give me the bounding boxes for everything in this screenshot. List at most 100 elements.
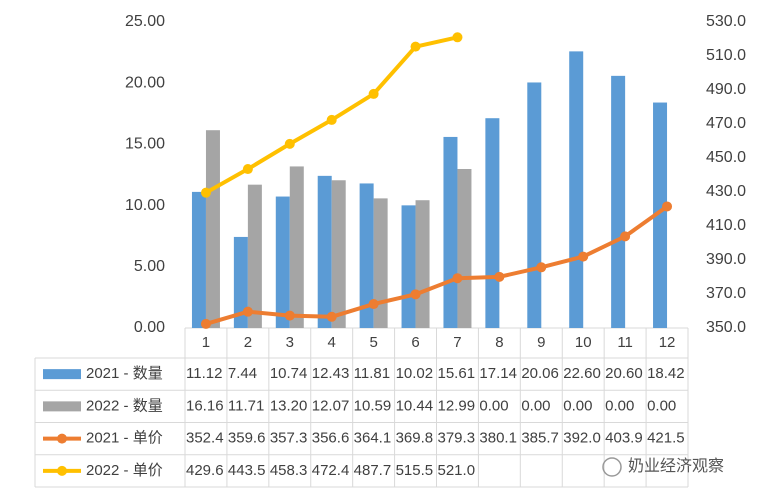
point <box>578 251 589 262</box>
legend-label: 2021 - 数量 <box>86 365 163 382</box>
table-cell: 22.60 <box>563 365 601 382</box>
table-cell: 487.7 <box>354 462 392 479</box>
table-cell: 357.3 <box>270 430 308 447</box>
table-cell: 443.5 <box>228 462 266 479</box>
y2-tick-label: 370.0 <box>706 285 746 302</box>
table-cell: 369.8 <box>396 430 434 447</box>
table-cell: 0.00 <box>647 397 676 414</box>
table-cell: 380.1 <box>479 430 517 447</box>
legend-label: 2022 - 数量 <box>86 397 163 414</box>
bar <box>317 175 332 328</box>
point <box>452 273 463 284</box>
point <box>200 187 211 198</box>
table-cell: 0.00 <box>563 397 592 414</box>
x-tick-label: 8 <box>495 334 503 351</box>
table-cell: 521.0 <box>438 462 476 479</box>
x-tick-label: 11 <box>617 334 633 351</box>
point <box>494 271 505 282</box>
point <box>326 114 337 125</box>
table-cell: 0.00 <box>605 397 634 414</box>
y-tick-label: 5.00 <box>134 258 165 275</box>
y-tick-label: 20.00 <box>125 74 165 91</box>
legend-label: 2022 - 单价 <box>86 462 163 479</box>
table-cell: 12.43 <box>312 365 350 382</box>
table-cell: 458.3 <box>270 462 308 479</box>
table-cell: 20.60 <box>605 365 643 382</box>
table-cell: 12.07 <box>312 397 350 414</box>
bar <box>611 75 626 328</box>
point <box>242 306 253 317</box>
bar <box>527 82 542 328</box>
bar <box>401 205 416 328</box>
bar <box>247 184 262 328</box>
bar <box>373 198 388 328</box>
x-tick-label: 6 <box>411 334 419 351</box>
table-cell: 10.59 <box>354 397 392 414</box>
watermark: 奶业经济观察 <box>602 457 724 477</box>
bar <box>443 136 458 328</box>
table-cell: 403.9 <box>605 430 643 447</box>
x-tick-label: 3 <box>286 334 294 351</box>
bar <box>289 166 304 328</box>
point <box>536 262 547 273</box>
point <box>452 32 463 43</box>
point <box>620 231 631 242</box>
bar <box>233 236 248 328</box>
table-cell: 352.4 <box>186 430 224 447</box>
legend-swatch <box>43 401 81 412</box>
bar <box>415 200 430 328</box>
point <box>284 138 295 149</box>
x-tick-label: 10 <box>575 334 592 351</box>
y2-tick-label: 510.0 <box>706 47 746 64</box>
y-tick-label: 15.00 <box>125 136 165 153</box>
y2-tick-label: 350.0 <box>706 319 746 336</box>
point <box>242 164 253 175</box>
table-cell: 15.61 <box>438 365 476 382</box>
table-cell: 515.5 <box>396 462 434 479</box>
table-cell: 7.44 <box>228 365 257 382</box>
point <box>326 311 337 322</box>
point <box>368 299 379 310</box>
table-cell: 11.12 <box>186 365 222 382</box>
table-cell: 421.5 <box>647 430 685 447</box>
bar <box>275 196 290 328</box>
table-cell: 11.71 <box>228 397 264 414</box>
table-cell: 0.00 <box>521 397 550 414</box>
y2-tick-label: 450.0 <box>706 149 746 166</box>
y-tick-label: 0.00 <box>134 319 165 336</box>
point <box>410 41 421 52</box>
table-cell: 12.99 <box>438 397 476 414</box>
bar <box>331 180 346 328</box>
table-cell: 364.1 <box>354 430 392 447</box>
point <box>200 318 211 329</box>
table-cell: 16.16 <box>186 397 224 414</box>
watermark-text: 奶业经济观察 <box>628 457 724 475</box>
table-cell: 356.6 <box>312 430 350 447</box>
table-cell: 385.7 <box>521 430 559 447</box>
x-tick-label: 12 <box>659 334 676 351</box>
y2-tick-label: 390.0 <box>706 251 746 268</box>
x-tick-label: 5 <box>369 334 377 351</box>
x-tick-label: 2 <box>244 334 252 351</box>
bar <box>653 102 668 328</box>
point <box>368 88 379 99</box>
table-cell: 359.6 <box>228 430 266 447</box>
table-cell: 18.42 <box>647 365 685 382</box>
bar <box>205 130 220 328</box>
bar <box>359 183 374 328</box>
x-tick-label: 9 <box>537 334 545 351</box>
watermark-icon <box>602 457 622 477</box>
y2-tick-label: 490.0 <box>706 81 746 98</box>
table-cell: 11.81 <box>354 365 390 382</box>
table-cell: 13.20 <box>270 397 308 414</box>
x-tick-label: 1 <box>202 334 210 351</box>
legend-marker <box>57 465 67 476</box>
y2-tick-label: 530.0 <box>706 13 746 30</box>
table-cell: 10.44 <box>396 397 434 414</box>
bar <box>457 169 472 328</box>
table-cell: 10.74 <box>270 365 308 382</box>
table-cell: 0.00 <box>479 397 508 414</box>
point <box>284 310 295 321</box>
table-cell: 472.4 <box>312 462 350 479</box>
bar <box>191 191 206 328</box>
